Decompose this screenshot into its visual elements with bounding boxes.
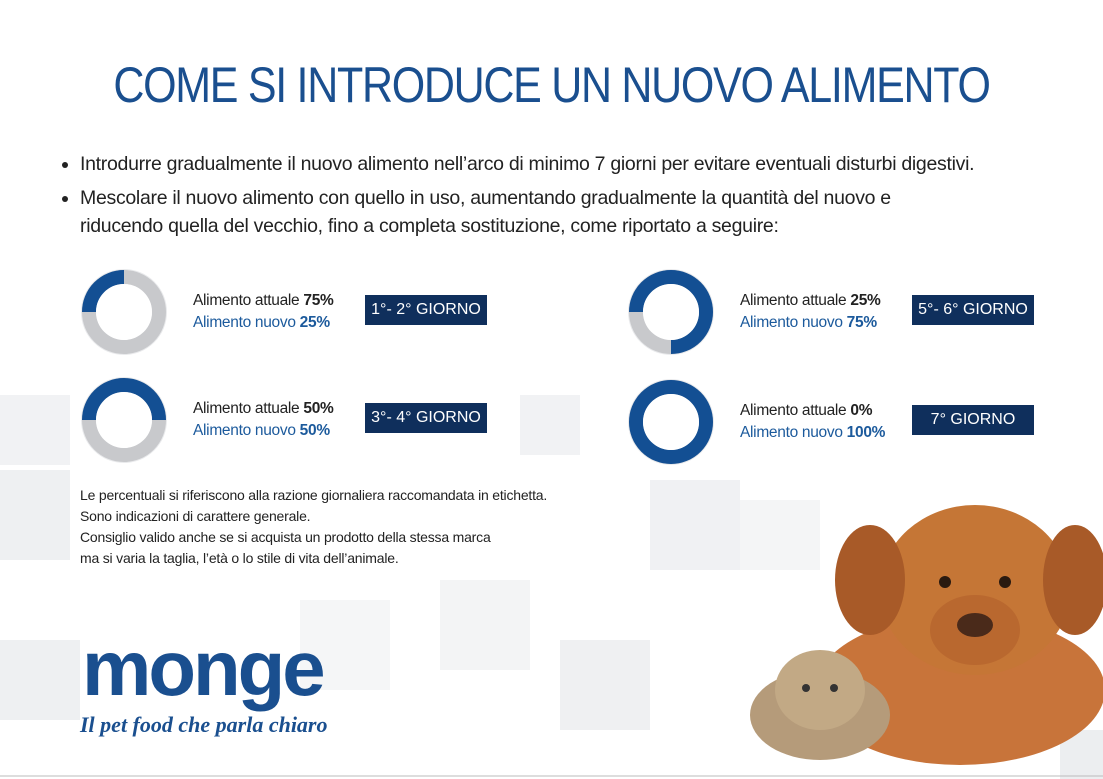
brand-logo: monge [82, 624, 326, 712]
donut-inner [643, 394, 699, 450]
new-value: 75% [846, 314, 877, 331]
share-text: Alimento attuale 0% Alimento nuovo 100% [740, 400, 885, 444]
donut-inner [643, 284, 699, 340]
day-badge: 3°- 4° GIORNO [365, 403, 487, 433]
current-label: Alimento attuale [193, 292, 300, 309]
current-value: 0% [850, 402, 873, 419]
note: Le percentuali si riferiscono alla razio… [80, 487, 548, 503]
share-text: Alimento attuale 50% Alimento nuovo 50% [193, 398, 334, 442]
title: COME SI INTRODUCE UN NUOVO ALIMENTO [113, 57, 991, 113]
new-line: Alimento nuovo 50% [193, 420, 334, 442]
new-line: Alimento nuovo 100% [740, 422, 885, 444]
current-line: Alimento attuale 25% [740, 290, 881, 312]
donut-share-new [629, 270, 713, 354]
current-label: Alimento attuale [740, 292, 847, 309]
donut [628, 269, 714, 355]
schedule-item: Alimento attuale 50% Alimento nuovo 50% 3°… [80, 376, 487, 466]
schedule-item: Alimento attuale 75% Alimento nuovo 25% 1°… [80, 268, 487, 358]
current-value: 25% [850, 292, 881, 309]
new-label: Alimento nuovo [193, 314, 296, 331]
donut-share-new [82, 378, 166, 421]
share-text: Alimento attuale 75% Alimento nuovo 25% [193, 290, 334, 334]
new-value: 100% [846, 424, 886, 441]
current-line: Alimento attuale 0% [740, 400, 885, 422]
note: Consiglio valido anche se si acquista un… [80, 529, 491, 545]
donut [81, 377, 167, 463]
notes: Le percentuali si riferiscono alla razio… [80, 485, 547, 569]
day-badge: 7° GIORNO [912, 405, 1034, 435]
new-line: Alimento nuovo 25% [193, 312, 334, 334]
donut-inner [96, 392, 152, 448]
new-line: Alimento nuovo 75% [740, 312, 881, 334]
current-line: Alimento attuale 75% [193, 290, 334, 312]
current-line: Alimento attuale 50% [193, 398, 334, 420]
donut [628, 379, 714, 465]
donut-inner [96, 284, 152, 340]
current-label: Alimento attuale [193, 400, 300, 417]
current-value: 50% [303, 400, 334, 417]
new-value: 25% [299, 314, 330, 331]
bullet: Mescolare il nuovo alimento con quello i… [80, 184, 960, 240]
day-badge: 1°- 2° GIORNO [365, 295, 487, 325]
new-value: 50% [299, 422, 330, 439]
current-value: 75% [303, 292, 334, 309]
new-label: Alimento nuovo [740, 314, 843, 331]
new-label: Alimento nuovo [740, 424, 843, 441]
brand-tagline: Il pet food che parla chiaro [80, 712, 328, 737]
day-badge: 5°- 6° GIORNO [912, 295, 1034, 325]
new-label: Alimento nuovo [193, 422, 296, 439]
note: Sono indicazioni di carattere generale. [80, 508, 311, 524]
pets-illustration [750, 505, 1103, 765]
donut-share-new [629, 380, 713, 464]
donut [81, 269, 167, 355]
share-text: Alimento attuale 25% Alimento nuovo 75% [740, 290, 881, 334]
donut-share-new [82, 270, 125, 313]
schedule-item: Alimento attuale 0% Alimento nuovo 100% 7°… [627, 378, 1034, 468]
bullet-list: Introdurre gradualmente il nuovo aliment… [56, 150, 1070, 246]
current-label: Alimento attuale [740, 402, 847, 419]
bullet: Introdurre gradualmente il nuovo aliment… [80, 150, 1070, 178]
note: ma si varia la taglia, l’età o lo stile … [80, 550, 399, 566]
schedule-item: Alimento attuale 25% Alimento nuovo 75% 5°… [627, 268, 1034, 358]
